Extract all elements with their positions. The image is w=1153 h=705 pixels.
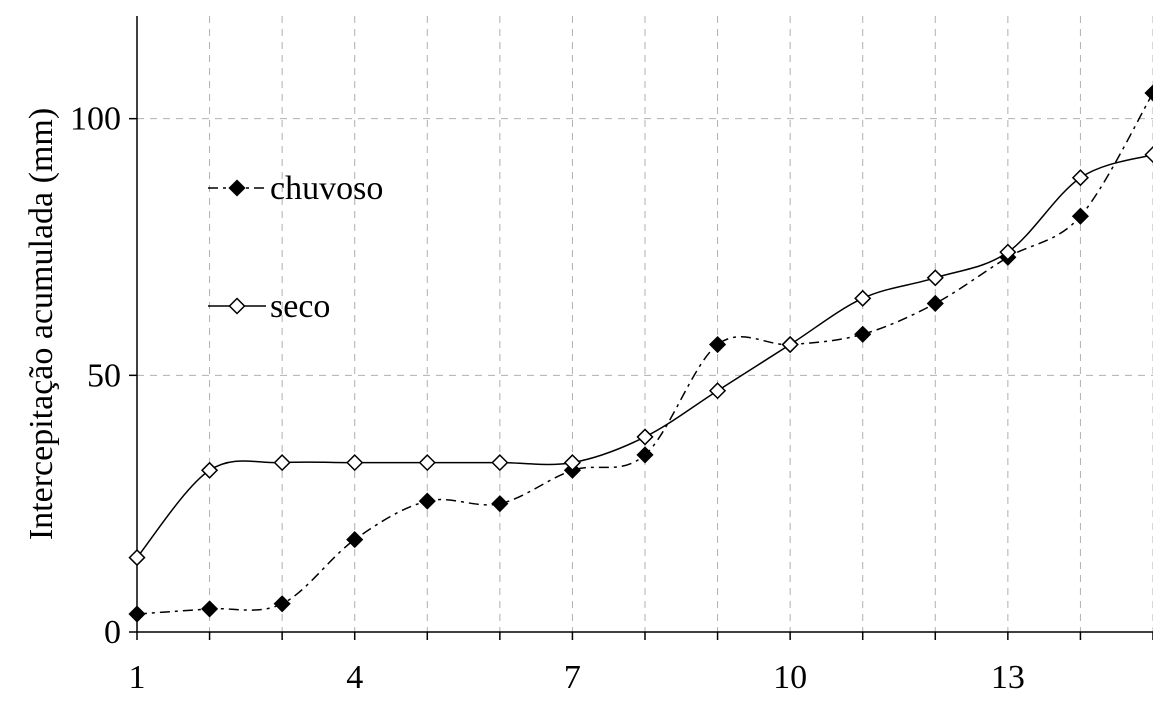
legend: chuvoso seco [208, 170, 383, 325]
y-tick-label: 50 [87, 357, 121, 394]
data-point-seco [128, 549, 146, 567]
data-point-chuvoso [854, 325, 872, 343]
data-point-chuvoso [1144, 84, 1153, 102]
series-line-chuvoso [136, 92, 1153, 615]
data-point-seco [781, 335, 799, 354]
data-point-chuvoso [926, 294, 944, 313]
tick-labels: 0 50 100 1 4 7 10 13 [70, 101, 1025, 696]
data-point-chuvoso [709, 335, 727, 354]
data-point-seco [1071, 169, 1089, 187]
data-point-chuvoso [418, 492, 436, 510]
legend-label-chuvoso: chuvoso [270, 170, 383, 207]
data-point-seco [709, 382, 727, 400]
series-layer [128, 84, 1153, 623]
x-tick-label: 7 [564, 659, 581, 696]
legend-marker-seco [228, 297, 246, 315]
data-point-seco [563, 454, 581, 472]
y-axis-title: Intercepitação acumulada (mm) [23, 108, 60, 540]
x-tick-label: 13 [991, 659, 1025, 696]
y-tick-label: 100 [70, 101, 121, 138]
data-point-chuvoso [201, 600, 219, 618]
x-tick-label: 4 [346, 659, 363, 696]
data-point-chuvoso [128, 605, 146, 623]
x-tick-label: 1 [129, 659, 146, 696]
data-point-chuvoso [346, 531, 364, 549]
legend-marker-chuvoso [228, 179, 246, 197]
data-point-seco [346, 454, 364, 472]
data-point-chuvoso [273, 595, 291, 613]
data-point-seco [636, 428, 654, 446]
gridlines [136, 16, 1153, 632]
data-point-chuvoso [1071, 207, 1089, 225]
data-point-seco [1144, 146, 1153, 164]
series-seco [128, 146, 1153, 567]
legend-item-chuvoso: chuvoso [208, 170, 383, 207]
data-point-seco [491, 454, 509, 472]
series-chuvoso [128, 84, 1153, 623]
data-point-seco [999, 243, 1017, 261]
legend-label-seco: seco [270, 288, 330, 325]
data-point-chuvoso [491, 495, 509, 513]
data-point-seco [926, 269, 944, 287]
legend-item-seco: seco [208, 288, 330, 325]
data-point-seco [273, 454, 291, 472]
data-point-seco [201, 461, 219, 479]
axes [129, 16, 1153, 640]
data-point-seco [418, 454, 436, 472]
data-point-seco [854, 289, 872, 307]
data-point-chuvoso [636, 446, 654, 464]
y-tick-label: 0 [104, 614, 121, 651]
x-tick-label: 10 [773, 659, 807, 696]
